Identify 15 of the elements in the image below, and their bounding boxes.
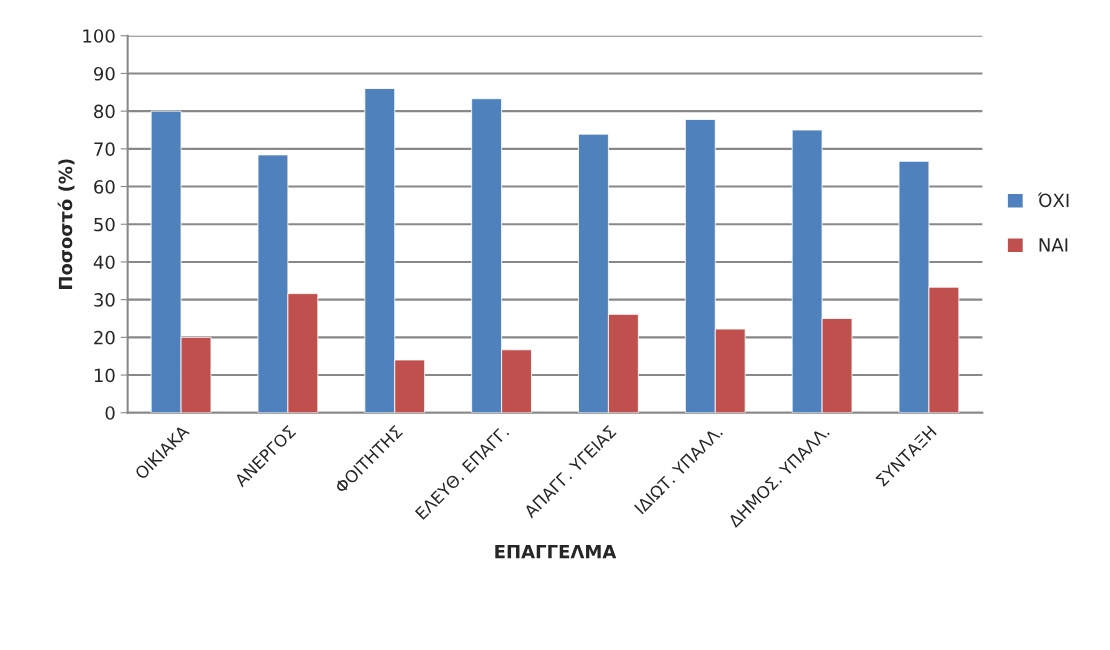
- legend-label: ΌΧΙ: [1037, 192, 1069, 208]
- y-tick-label: 0: [105, 406, 115, 420]
- y-tick-label: 100: [83, 29, 115, 43]
- y-tick-label: 40: [93, 255, 115, 270]
- y-tick-label: 70: [94, 142, 115, 156]
- x-axis-title: ΕΠΑΓΓΕΛΜΑ: [495, 545, 617, 559]
- y-tick-label: 10: [94, 368, 115, 383]
- y-tick-label: 50: [94, 217, 115, 232]
- y-tick-label: 80: [94, 104, 115, 119]
- y-axis-title: Ποσοστό (%): [57, 159, 75, 290]
- y-tick-label: 90: [94, 66, 115, 81]
- legend-label: ΝΑΙ: [1039, 238, 1068, 252]
- y-tick-label: 60: [94, 180, 115, 194]
- y-tick-label: 20: [94, 330, 115, 345]
- y-tick-label: 30: [94, 293, 115, 307]
